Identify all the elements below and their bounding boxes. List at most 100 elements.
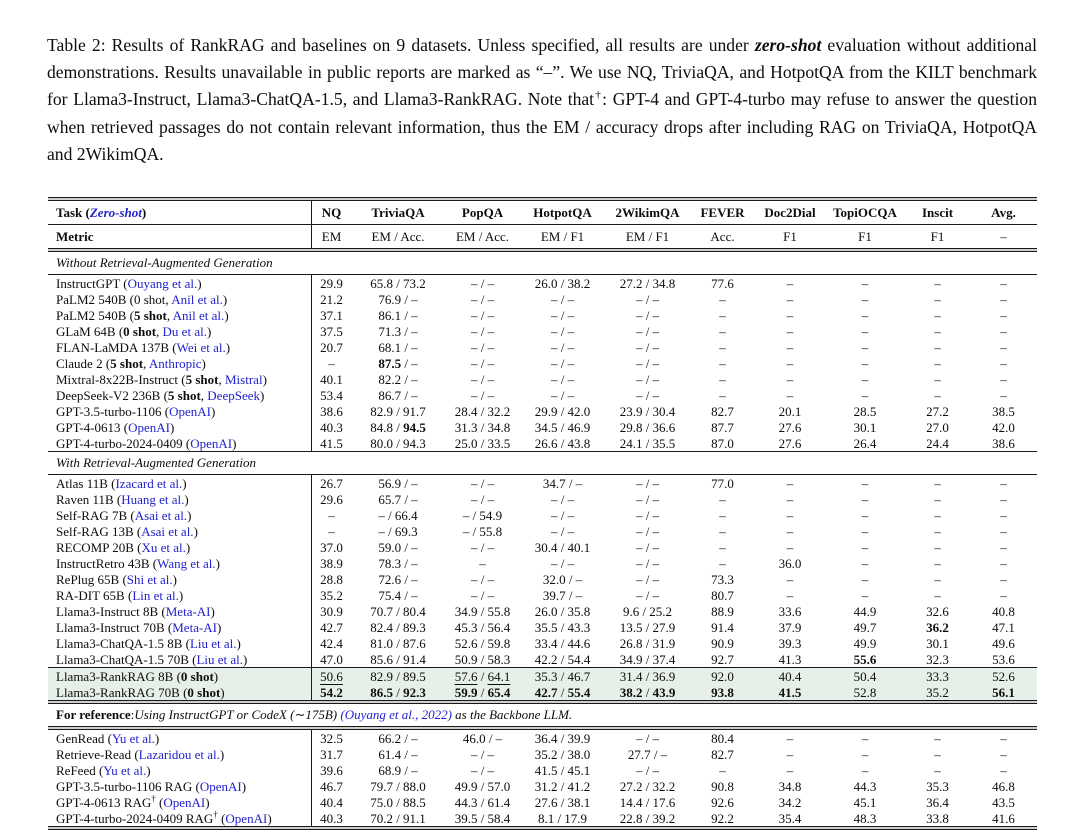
citation-link[interactable]: Liu et al.	[196, 651, 244, 667]
table-row: Mixtral-8x22B-Instruct (5 shot, Mistral)…	[48, 371, 1037, 387]
value-cell: 84.8 / 94.5	[370, 419, 426, 435]
model-name-cell: Self-RAG 13B (Asai et al.)	[56, 523, 198, 539]
citation-link[interactable]: Ouyang et al.	[127, 275, 198, 291]
value-cell: – / –	[635, 323, 660, 339]
dataset-header-cell: NQ	[311, 201, 351, 224]
section-band: Without Retrieval-Augmented Generation	[48, 252, 1037, 274]
citation-link[interactable]: Izacard et al.	[115, 475, 183, 491]
citation-link[interactable]: Anil et al.	[172, 307, 225, 323]
thin-rule	[48, 667, 1037, 668]
value-cell: 55.6	[825, 652, 905, 667]
double-rule	[48, 826, 1037, 830]
citation-link[interactable]: Huang et al.	[121, 491, 185, 507]
citation-link[interactable]: Meta-AI	[165, 603, 211, 619]
value-cell: –	[1000, 730, 1007, 746]
model-name-cell: Atlas 11B (Izacard et al.)	[56, 475, 187, 491]
value-cell: –	[786, 371, 794, 387]
model-name-cell: RA-DIT 65B (Lin et al.)	[56, 587, 184, 603]
table-row: Llama3-Instruct 70B (Meta-AI) 42.7 82.4 / …	[48, 619, 1037, 635]
value-cell: – / –	[635, 291, 660, 307]
value-cell: –	[786, 523, 794, 539]
citation-link[interactable]: Xu et al.	[141, 539, 186, 555]
model-name-cell: FLAN-LaMDA 137B (Wei et al.)	[56, 339, 231, 355]
citation-link[interactable]: Lin et al.	[132, 587, 179, 603]
citation-link[interactable]: OpenAI	[128, 419, 170, 435]
value-cell: –	[786, 746, 794, 762]
citation-link[interactable]: Anil et al.	[171, 291, 223, 307]
citation-link[interactable]: OpenAI	[225, 810, 268, 826]
table-row: GPT-4-turbo-2024-0409 RAG† (OpenAI) 40.3 7…	[48, 810, 1037, 826]
value-cell: 49.7	[853, 619, 877, 635]
citation-link[interactable]: OpenAI	[190, 435, 233, 451]
value-cell: 31.2 / 41.2	[534, 778, 591, 794]
value-cell: 79.7 / 88.0	[370, 778, 426, 794]
table-row: GPT-4-turbo-2024-0409 (OpenAI) 41.5 80.0 /…	[48, 435, 1037, 451]
value-cell: 41.5	[311, 435, 351, 451]
value-cell: 53.4	[311, 387, 351, 403]
model-name-cell: PaLM2 540B (0 shot, Anil et al.)	[56, 291, 228, 307]
value-cell: 44.3	[853, 778, 877, 794]
value-cell: 59.9 / 65.4	[454, 684, 511, 700]
citation-link[interactable]: OpenAI	[169, 403, 212, 419]
value-cell: –	[719, 307, 726, 323]
value-cell: – / –	[470, 355, 495, 371]
underlined-value: 50.6	[320, 668, 343, 684]
value-cell: 33.6	[778, 603, 802, 619]
value-cell: –	[934, 323, 941, 339]
value-cell: 90.9	[711, 635, 734, 651]
value-cell: –	[861, 387, 869, 403]
bold-text: 41.5	[778, 684, 802, 700]
metric-cell: EM / Acc.	[455, 229, 510, 244]
citation-link[interactable]: Wei et al.	[176, 339, 226, 355]
citation-link[interactable]: Asai et al.	[141, 523, 194, 539]
citation-link[interactable]: Liu et al.	[189, 635, 237, 651]
value-cell: 68.9 / –	[378, 762, 418, 778]
citation-link[interactable]: Shi et al.	[126, 571, 173, 587]
value-cell: 40.3	[311, 419, 351, 435]
value-cell: 87.5 / –	[378, 355, 418, 371]
double-rule	[48, 197, 1037, 201]
value-cell: 26.4	[853, 435, 877, 451]
value-cell: 93.8	[690, 685, 755, 700]
value-cell: 50.6	[311, 668, 351, 684]
citation-link[interactable]: Asai et al.	[134, 507, 188, 523]
value-cell: 30.4 / 40.1	[534, 539, 591, 555]
citation-link[interactable]: Lazaridou et al.	[138, 746, 220, 762]
value-cell: 42.4	[311, 635, 351, 651]
value-cell: – / –	[635, 555, 660, 571]
value-cell: 85.6 / 91.4	[370, 651, 426, 667]
value-cell: 50.4	[853, 668, 877, 684]
value-cell: 92.6	[711, 794, 734, 810]
value-cell: 37.0	[311, 539, 351, 555]
model-name-cell: GPT-4-turbo-2024-0409 (OpenAI)	[56, 435, 237, 451]
value-cell: – / –	[635, 371, 660, 387]
value-cell: 35.3 / 46.7	[534, 668, 591, 684]
citation-link[interactable]: OpenAI	[199, 778, 242, 794]
bold-text: 38.2	[619, 684, 643, 700]
citation-link[interactable]: Du et al.	[162, 323, 207, 339]
value-cell: –	[861, 307, 869, 323]
value-cell: 26.0 / 35.8	[534, 603, 591, 619]
citation-link[interactable]: Mistral	[225, 371, 263, 387]
value-cell: 38.5	[992, 403, 1015, 419]
citation-link[interactable]: Meta-AI	[172, 619, 218, 635]
value-cell: 68.1 / –	[378, 339, 418, 355]
value-cell: 44.3 / 61.4	[454, 794, 511, 810]
citation-link[interactable]: Yu et al.	[111, 730, 155, 746]
citation-link[interactable]: (Ouyang et al., 2022)	[340, 707, 452, 722]
citation-link[interactable]: Zero-shot	[90, 205, 142, 220]
citation-link[interactable]: Yu et al.	[103, 762, 147, 778]
citation-link[interactable]: DeepSeek	[207, 387, 260, 403]
bold-text: 0 shot	[187, 684, 221, 700]
value-cell: 40.4	[311, 794, 351, 810]
citation-link[interactable]: Wang et al.	[157, 555, 216, 571]
citation-link[interactable]: OpenAI	[163, 794, 206, 810]
citation-link[interactable]: Anthropic	[148, 355, 202, 371]
value-cell: 82.9 / 89.5	[370, 668, 426, 684]
value-cell: –	[934, 275, 941, 291]
bold-text: 54.2	[320, 684, 343, 700]
value-cell: –	[786, 762, 794, 778]
table-row: Retrieve-Read (Lazaridou et al.) 31.7 61.4…	[48, 746, 1037, 762]
value-cell: 32.5	[311, 730, 351, 746]
